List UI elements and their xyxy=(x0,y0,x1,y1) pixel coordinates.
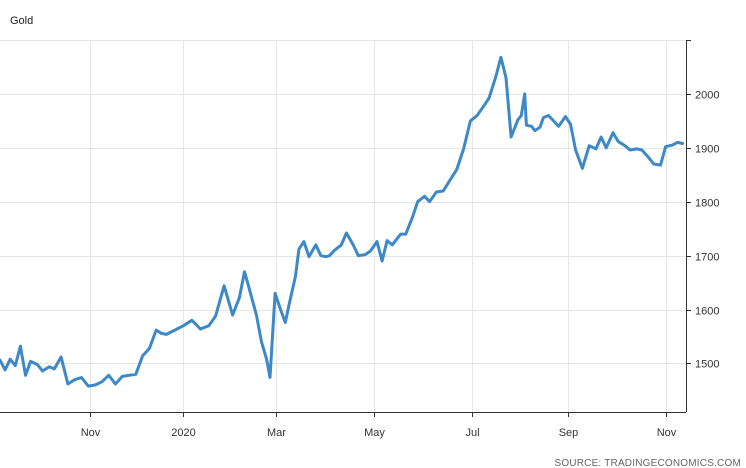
series-layer xyxy=(0,55,685,388)
x-tick-label: Sep xyxy=(559,427,579,439)
y-tick-label: 1500 xyxy=(695,359,719,371)
source-label: SOURCE: TRADINGECONOMICS.COM xyxy=(554,458,741,468)
y-tick-label: 1600 xyxy=(695,306,719,318)
x-tick-label: May xyxy=(364,427,385,439)
x-axis: Nov 2020 Mar May Jul Sep Nov xyxy=(0,412,686,439)
series-line xyxy=(0,55,685,388)
y-tick-label: 1800 xyxy=(695,198,719,210)
x-tick-label: 2020 xyxy=(171,427,195,439)
grid-lines xyxy=(0,40,686,412)
x-tick-label: Nov xyxy=(657,427,677,439)
chart-title: Gold xyxy=(10,15,33,27)
x-tick-label: Mar xyxy=(267,427,286,439)
x-tick-label: Jul xyxy=(465,427,479,439)
y-tick-label: 2000 xyxy=(695,90,719,102)
x-tick-label: Nov xyxy=(81,427,101,439)
y-axis: 1500 1600 1700 1800 1900 2000 xyxy=(686,40,719,412)
y-tick-label: 1900 xyxy=(695,144,719,156)
y-tick-label: 1700 xyxy=(695,252,719,264)
